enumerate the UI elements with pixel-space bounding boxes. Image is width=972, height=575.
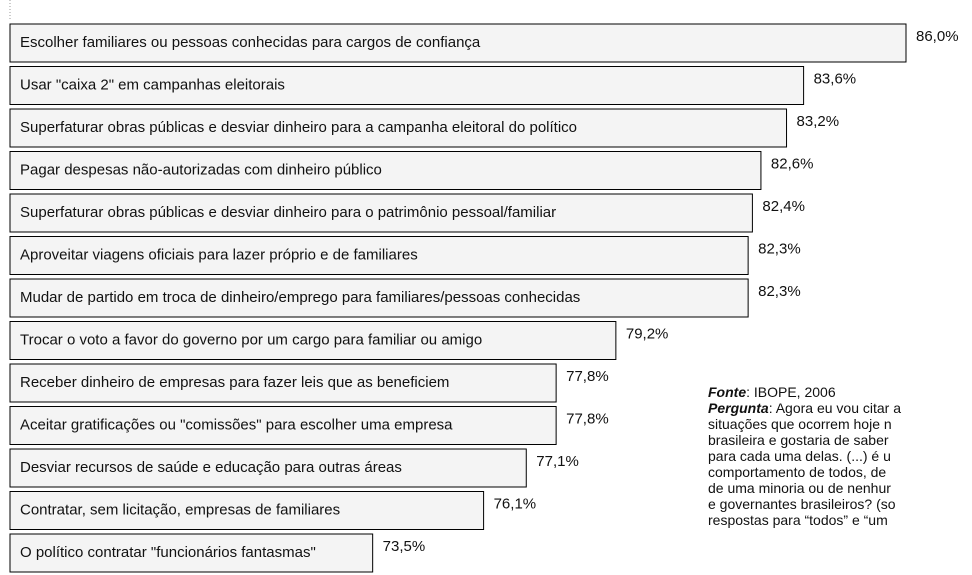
question-line: situações que ocorrem hoje n (708, 416, 892, 432)
bar (9, 406, 557, 445)
value-label: 79,2% (626, 325, 669, 342)
bar-label: Desviar recursos de saúde e educação par… (20, 459, 402, 476)
bar-label: Aproveitar viagens oficiais para lazer p… (20, 246, 418, 263)
value-label: 76,1% (494, 495, 537, 512)
value-label: 77,8% (566, 368, 609, 385)
bar-label: Superfaturar obras públicas e desviar di… (20, 119, 577, 136)
bar (9, 321, 617, 360)
value-label: 83,2% (797, 113, 840, 130)
bar (9, 108, 788, 148)
bar-label: Escolher familiares ou pessoas conhecida… (20, 34, 481, 51)
question-line: para cada uma delas. (...) é u (708, 448, 891, 464)
value-label: 82,6% (771, 155, 814, 172)
bar-label: Contratar, sem licitação, empresas de fa… (20, 501, 340, 518)
question-line: brasileira e gostaria de saber (708, 432, 889, 448)
question-line: Pergunta: Agora eu vou citar a (708, 400, 972, 416)
question-line: e governantes brasileiros? (so (708, 496, 896, 512)
bar (9, 491, 485, 530)
bar-label: O político contratar "funcionários fanta… (20, 544, 316, 561)
bar (9, 363, 557, 403)
bar (9, 448, 527, 488)
bar-label: Aceitar gratificações ou "comissões" par… (20, 416, 453, 433)
question-line: de uma minoria ou de nenhur (708, 480, 891, 496)
bar (9, 193, 753, 233)
question: : Agora eu vou citar a (768, 400, 901, 416)
bar-label: Mudar de partido em troca de dinheiro/em… (20, 289, 580, 306)
bar (9, 151, 762, 190)
value-label: 83,6% (814, 70, 857, 87)
value-label: 82,4% (762, 198, 805, 215)
bar (9, 533, 374, 573)
source-line: Fonte: IBOPE, 2006 (708, 384, 972, 400)
bar (9, 23, 907, 63)
bar-label: Pagar despesas não-autorizadas com dinhe… (20, 161, 382, 178)
bar (9, 66, 805, 105)
value-label: 82,3% (758, 240, 801, 257)
note: Fonte: IBOPE, 2006 Pergunta: Agora eu vo… (708, 384, 972, 528)
bar-label: Receber dinheiro de empresas para fazer … (20, 374, 449, 391)
bar-label: Superfaturar obras públicas e desviar di… (20, 204, 556, 221)
source-label: Fonte (708, 384, 747, 400)
value-label: 77,1% (536, 453, 579, 470)
question-line: respostas para “todos” e “um (708, 512, 888, 528)
value-label: 82,3% (758, 283, 801, 300)
bar (9, 278, 749, 318)
bar-label: Trocar o voto a favor do governo por um … (20, 331, 482, 348)
bar (9, 236, 749, 275)
value-label: 77,8% (566, 410, 609, 427)
value-label: 86,0% (916, 28, 959, 45)
value-label: 73,5% (383, 538, 426, 555)
bar-label: Usar "caixa 2" em campanhas eleitorais (20, 76, 285, 93)
question-line: comportamento de todos, de (708, 464, 887, 480)
source: : IBOPE, 2006 (746, 384, 836, 400)
question-label: Pergunta (708, 400, 769, 416)
